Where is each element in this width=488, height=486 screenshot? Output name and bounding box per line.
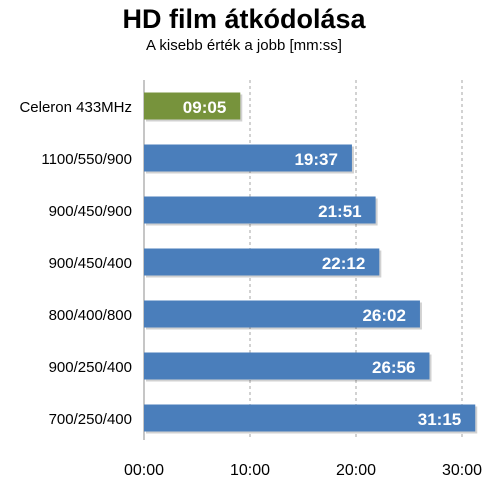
data-label-0: 09:05 [183,98,226,117]
x-tick-label-2: 20:00 [336,462,376,479]
category-label-6: 700/250/400 [49,411,132,428]
category-label-1: 1100/550/900 [41,151,132,168]
data-label-6: 31:15 [418,410,461,429]
bar-5 [144,352,430,380]
x-tick-label-3: 30:00 [442,462,482,479]
category-label-2: 900/450/900 [49,203,132,220]
category-label-5: 900/250/400 [49,359,132,376]
chart-subtitle: A kisebb érték a jobb [mm:ss] [146,37,342,54]
category-label-0: Celeron 433MHz [19,99,132,116]
category-label-3: 900/450/400 [49,255,132,272]
bar-1 [144,144,352,172]
data-label-2: 21:51 [318,202,361,221]
bar-0 [144,92,241,120]
bar-4 [144,300,420,328]
chart-title: HD film átkódolása [122,4,366,34]
bar-6 [144,404,476,432]
x-tick-label-1: 10:00 [230,462,270,479]
data-label-1: 19:37 [294,150,337,169]
data-label-5: 26:56 [372,358,415,377]
data-label-3: 22:12 [322,254,365,273]
bar-3 [144,248,380,276]
data-label-4: 26:02 [362,306,405,325]
bar-2 [144,196,376,224]
x-tick-label-0: 00:00 [124,462,164,479]
category-label-4: 800/400/800 [49,307,132,324]
